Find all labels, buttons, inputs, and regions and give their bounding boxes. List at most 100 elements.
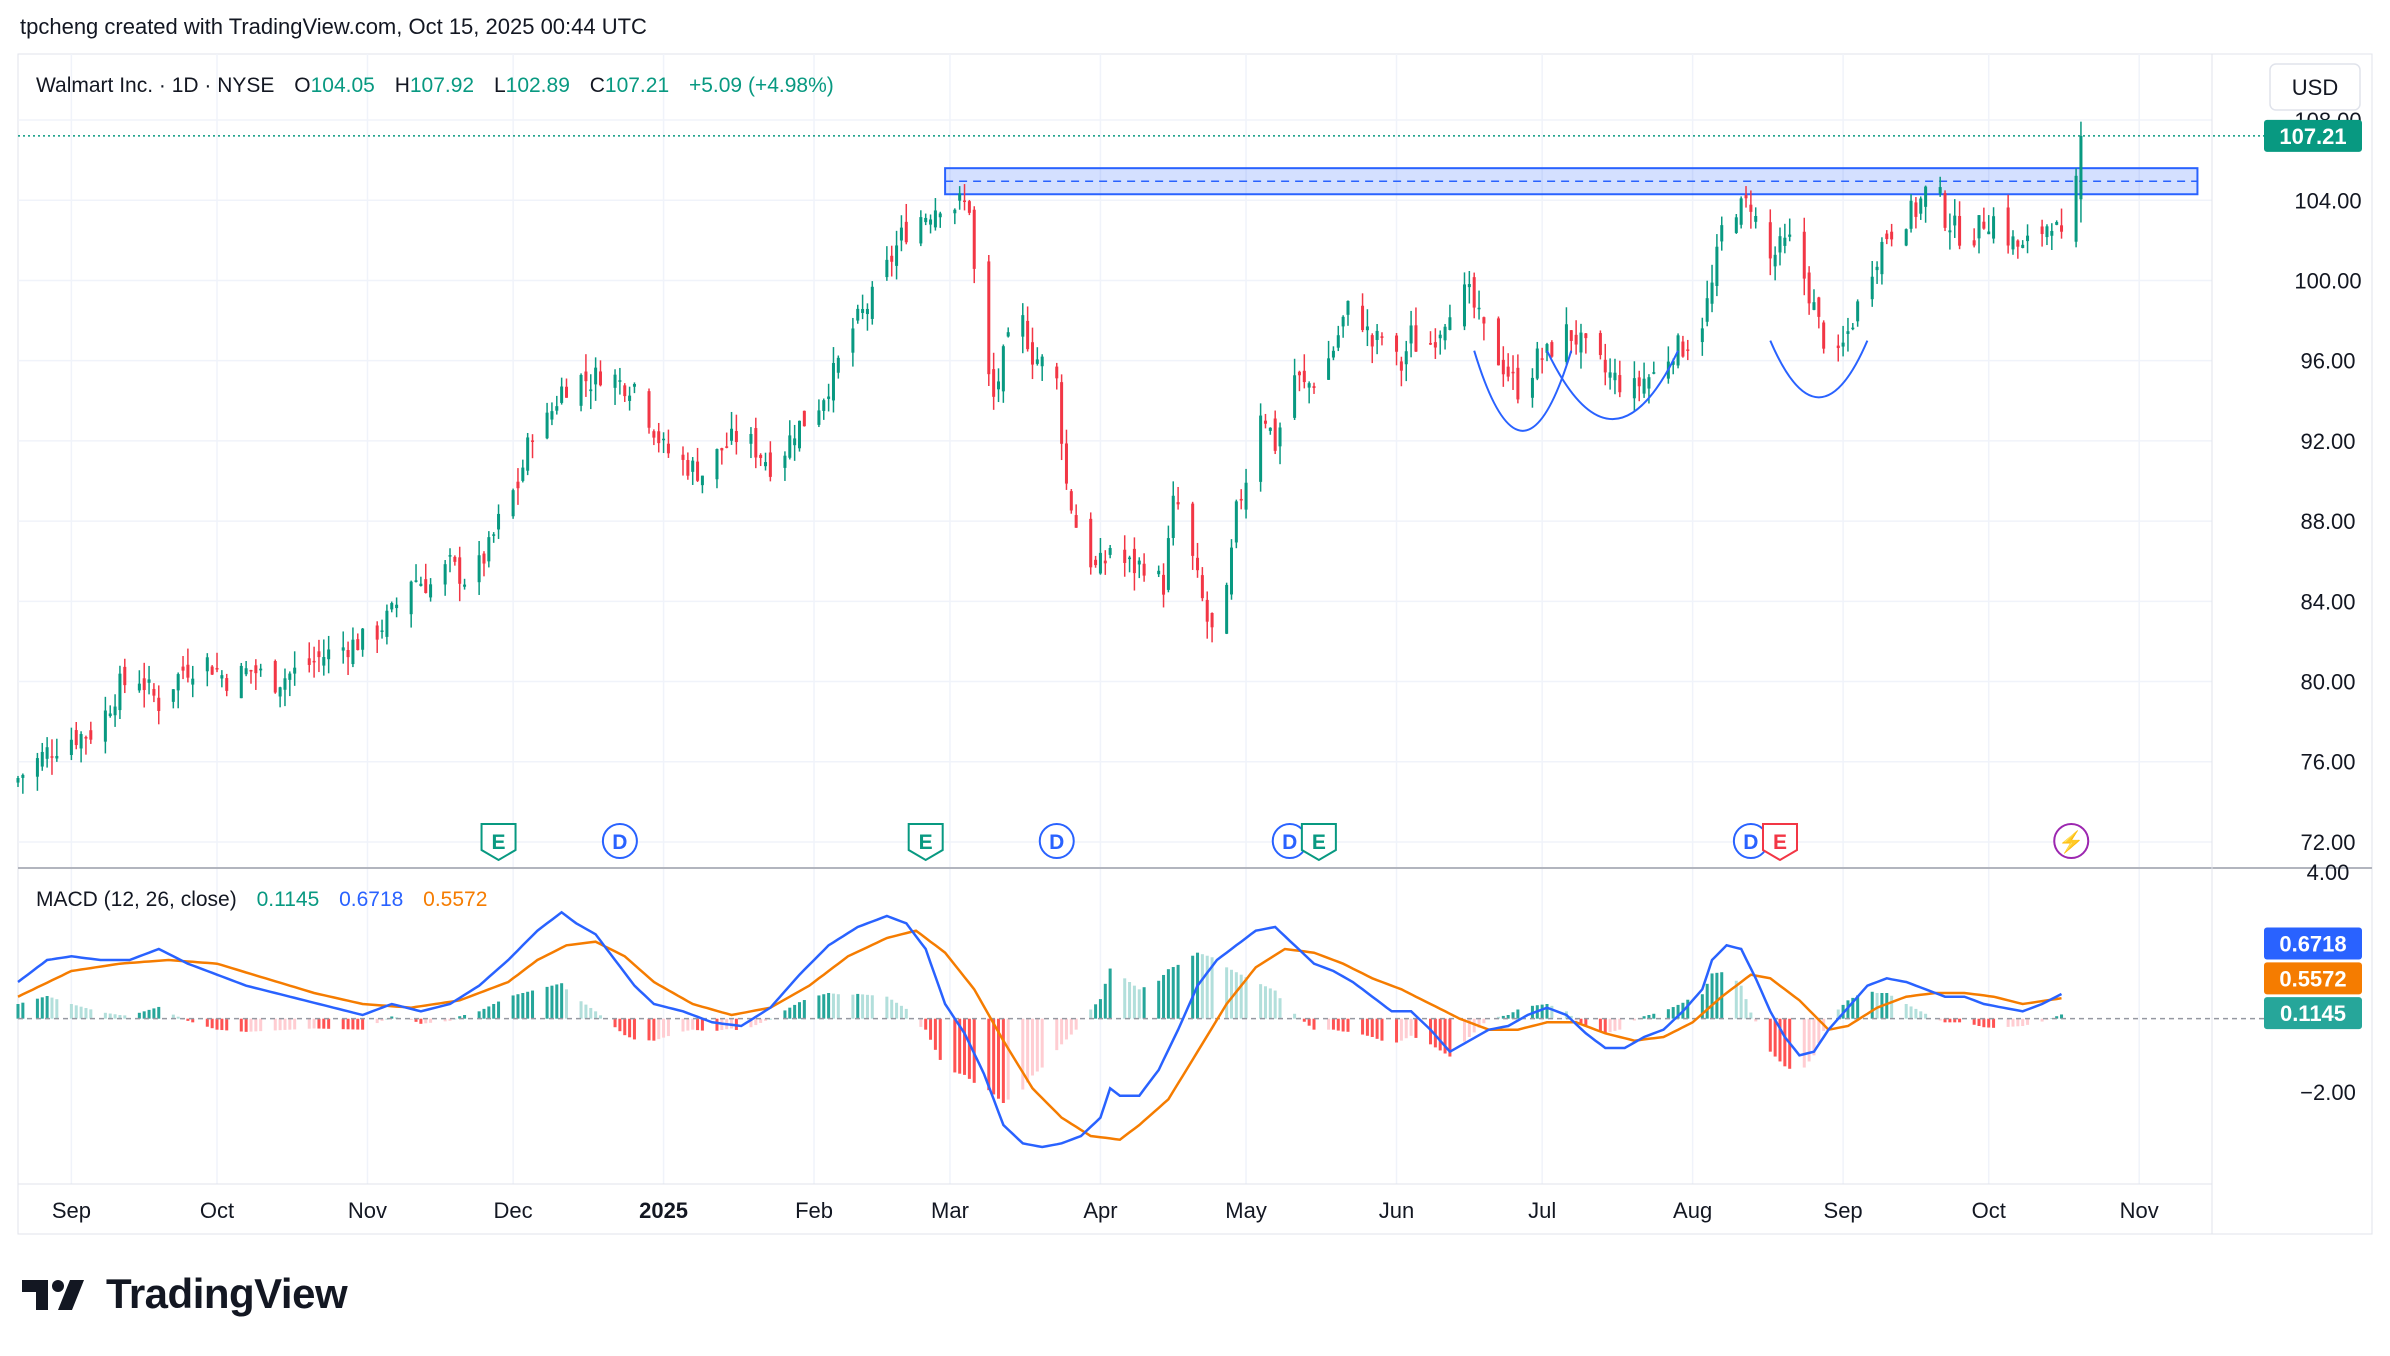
histogram-bar [1516, 1009, 1520, 1019]
currency-button[interactable]: USD [2269, 63, 2361, 111]
candle-body [1545, 344, 1549, 353]
candle-body [1516, 367, 1520, 400]
histogram-bar [69, 1004, 73, 1019]
resistance-zone[interactable] [944, 167, 2199, 196]
candle-body [2026, 235, 2030, 242]
price-axis[interactable]: 108.00104.00100.0096.0092.0088.0084.0080… [2294, 108, 2361, 855]
candle-body [1977, 215, 1981, 239]
histogram-bar [1098, 999, 1102, 1019]
tradingview-logo[interactable]: TradingView [22, 1270, 348, 1318]
candle-body [1263, 420, 1267, 424]
open-label: O [294, 74, 310, 97]
candle-body [1370, 335, 1374, 347]
candle-body [1380, 336, 1384, 338]
candle-body [1885, 233, 1889, 240]
candle-body [1089, 518, 1093, 568]
chart-frame [17, 53, 2373, 1235]
histogram-bar [1327, 1018, 1331, 1030]
candle-body [1297, 371, 1301, 376]
histogram-bar [1259, 984, 1263, 1019]
histogram-bar [210, 1018, 214, 1029]
candle-body [1851, 327, 1855, 330]
candle-body [1171, 495, 1175, 538]
candle-body [1395, 335, 1399, 352]
candle-body [176, 674, 180, 691]
histogram-bar [1477, 1018, 1481, 1028]
candle-body [1244, 482, 1248, 510]
histogram-bar [1744, 999, 1748, 1019]
histogram-bar [1341, 1018, 1345, 1032]
candle-body [564, 386, 569, 398]
histogram-bar [1030, 1018, 1034, 1076]
candle-body [1535, 348, 1539, 379]
histogram-bar [1885, 993, 1889, 1019]
time-tick-label: Jun [1379, 1198, 1414, 1223]
candle-body [1293, 375, 1297, 418]
histogram-tag-value: 0.1145 [2280, 1001, 2346, 1026]
candle-body [424, 579, 428, 593]
histogram-bar [890, 999, 894, 1019]
candle-body [249, 669, 253, 672]
histogram-bar [1904, 1004, 1908, 1019]
histogram-bar [1060, 1018, 1064, 1045]
candle-body [1676, 335, 1680, 366]
histogram-bar [1953, 1018, 1957, 1023]
candle-body [628, 395, 632, 401]
macd-axis[interactable]: 4.00 −2.00 [2300, 860, 2356, 1105]
histogram-bar [1768, 1018, 1772, 1052]
histogram-bar [16, 1004, 20, 1019]
histogram-bar [1205, 955, 1209, 1019]
candle-body [720, 448, 724, 451]
candle-body [958, 193, 962, 201]
histogram-bar [1613, 1018, 1617, 1031]
candle-body [1074, 515, 1078, 528]
candle-body [1992, 216, 1996, 239]
candle-body [16, 778, 20, 783]
candle-body [21, 774, 25, 778]
histogram-bar [1171, 967, 1175, 1019]
candle-body [1055, 366, 1059, 379]
histogram-bar [836, 994, 840, 1019]
histogram-bar [1579, 1018, 1583, 1024]
candle-body [992, 369, 996, 397]
histogram-bar [84, 1008, 88, 1019]
histogram-bar [1404, 1018, 1408, 1039]
histogram-bar [2026, 1018, 2030, 1025]
last-price-value: 107.21 [2279, 124, 2346, 149]
time-axis[interactable]: Sep Oct Nov Dec 2025 Feb Mar Apr May Jun Jul Aug Sep… [52, 1198, 2159, 1223]
histogram-bar [696, 1018, 700, 1031]
histogram-bar [895, 1002, 899, 1019]
time-tick-label: Nov [2120, 1198, 2159, 1223]
histogram-bar [1433, 1018, 1437, 1048]
candle-body [40, 751, 44, 767]
candle-body [1943, 193, 1947, 228]
candle-body [1346, 300, 1350, 315]
candle-body [662, 438, 666, 441]
candle-body [1754, 216, 1758, 222]
histogram-bar [1331, 1018, 1335, 1030]
candle-body [147, 679, 151, 683]
candle-body [157, 697, 161, 712]
candle-body [2016, 240, 2020, 247]
candle-body [764, 462, 768, 467]
histogram-bar [1909, 1006, 1913, 1019]
histogram-bar [1370, 1018, 1374, 1037]
candle-body [1511, 371, 1515, 374]
candle-body [1103, 560, 1107, 564]
candle-body [725, 446, 729, 448]
histogram-bar [463, 1015, 467, 1019]
cup-pattern-drawings[interactable] [1473, 340, 1869, 432]
candle-body [380, 630, 384, 632]
candle-body [1715, 246, 1719, 287]
candle-body [1938, 187, 1942, 194]
candle-body [734, 431, 738, 443]
candle-body [123, 666, 127, 686]
candle-body [307, 658, 311, 665]
histogram-bar [1094, 1004, 1098, 1019]
candle-body [516, 481, 520, 489]
candle-body [390, 603, 394, 610]
histogram-bar [754, 1018, 758, 1026]
candle-body [972, 209, 976, 269]
candle-body [1414, 325, 1418, 352]
